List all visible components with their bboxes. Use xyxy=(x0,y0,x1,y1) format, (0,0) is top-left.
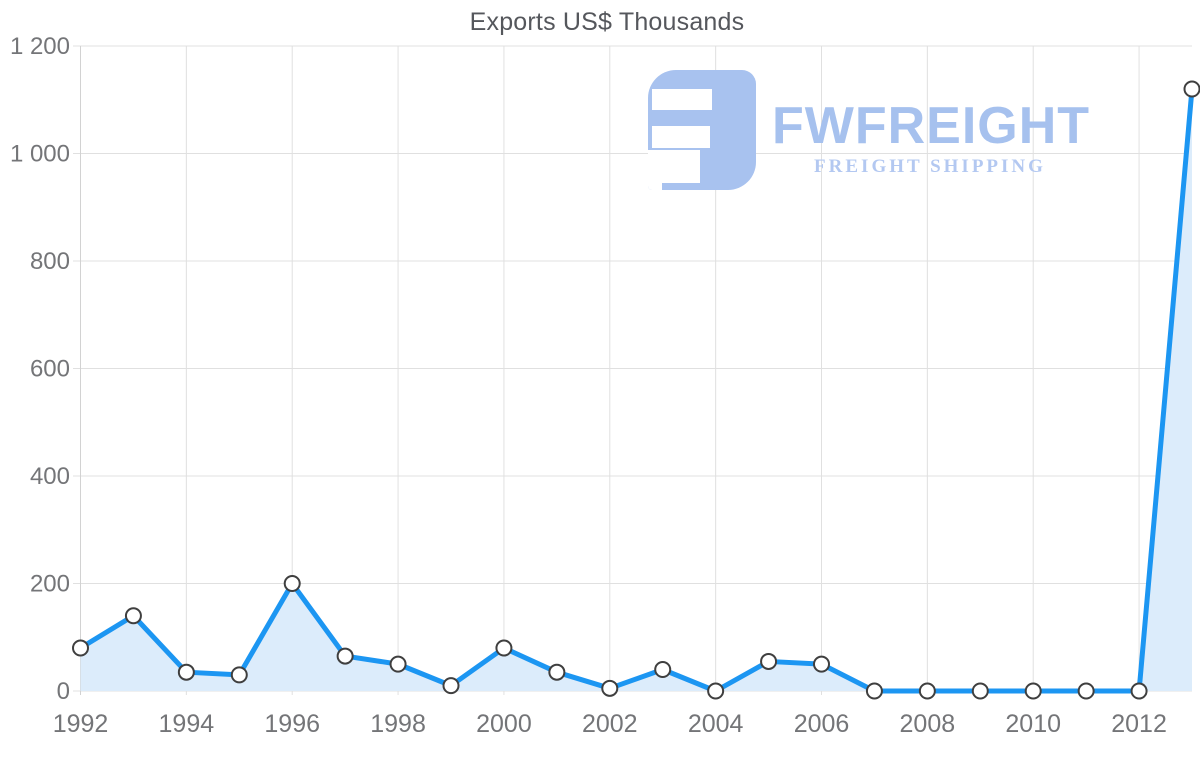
y-axis-tick-label: 200 xyxy=(30,571,70,598)
data-point-1998[interactable] xyxy=(389,655,407,673)
x-axis-tick-label: 2002 xyxy=(582,710,638,738)
x-axis-tick-label: 2012 xyxy=(1111,710,1167,738)
y-axis-tick-label: 800 xyxy=(30,248,70,275)
data-point-2003[interactable] xyxy=(654,661,672,678)
y-axis-tick-label: 0 xyxy=(57,678,70,705)
x-axis-tick-label: 2000 xyxy=(476,710,532,738)
y-axis-tick-label: 600 xyxy=(30,356,70,383)
data-point-2001[interactable] xyxy=(548,663,566,681)
x-axis-tick-label: 1998 xyxy=(370,710,426,738)
logo-glyph-cutout xyxy=(652,89,712,110)
data-point-2011[interactable] xyxy=(1077,682,1095,700)
data-point-1993[interactable] xyxy=(124,607,142,625)
data-point-2000[interactable] xyxy=(495,639,513,657)
logo-tagline-text: FREIGHT SHIPPING xyxy=(814,156,1046,177)
data-point-2008[interactable] xyxy=(918,682,936,700)
data-point-1999[interactable] xyxy=(442,677,460,695)
y-axis-tick-label: 1 000 xyxy=(10,141,70,168)
x-axis-tick-label: 2010 xyxy=(1005,710,1061,738)
x-axis-tick-label: 1996 xyxy=(264,710,320,738)
data-point-2013[interactable] xyxy=(1183,80,1200,98)
x-axis-tick-label: 1992 xyxy=(53,710,109,738)
logo-glyph-cutout xyxy=(648,150,662,190)
x-axis-tick-label: 1994 xyxy=(159,710,215,738)
x-axis-tick-label: 2006 xyxy=(794,710,850,738)
data-point-2007[interactable] xyxy=(865,682,883,700)
fwfreight-watermark: FWFREIGHT FREIGHT SHIPPING xyxy=(648,70,1091,192)
y-axis-tick-label: 400 xyxy=(30,463,70,490)
data-point-2010[interactable] xyxy=(1024,682,1042,700)
data-point-2009[interactable] xyxy=(971,682,989,700)
chart-title: Exports US$ Thousands xyxy=(469,8,745,36)
data-point-2004[interactable] xyxy=(707,682,725,700)
x-axis-tick-label: 2008 xyxy=(900,710,956,738)
logo-glyph-cutout xyxy=(652,126,710,148)
data-point-2002[interactable] xyxy=(601,679,619,697)
data-point-2012[interactable] xyxy=(1130,682,1148,700)
data-point-1994[interactable] xyxy=(177,663,195,681)
fwfreight-logo-icon xyxy=(648,70,756,190)
data-point-2006[interactable] xyxy=(813,655,830,673)
data-point-1992[interactable] xyxy=(72,639,89,657)
x-axis-tick-label: 2004 xyxy=(688,710,744,738)
logo-brand-text: FWFREIGHT xyxy=(772,97,1091,155)
data-point-1997[interactable] xyxy=(336,647,354,665)
data-point-1995[interactable] xyxy=(230,666,248,684)
series-line xyxy=(78,86,1195,694)
data-point-2005[interactable] xyxy=(760,652,778,670)
y-axis-tick-label: 1 200 xyxy=(10,33,70,60)
data-point-1996[interactable] xyxy=(283,575,301,592)
